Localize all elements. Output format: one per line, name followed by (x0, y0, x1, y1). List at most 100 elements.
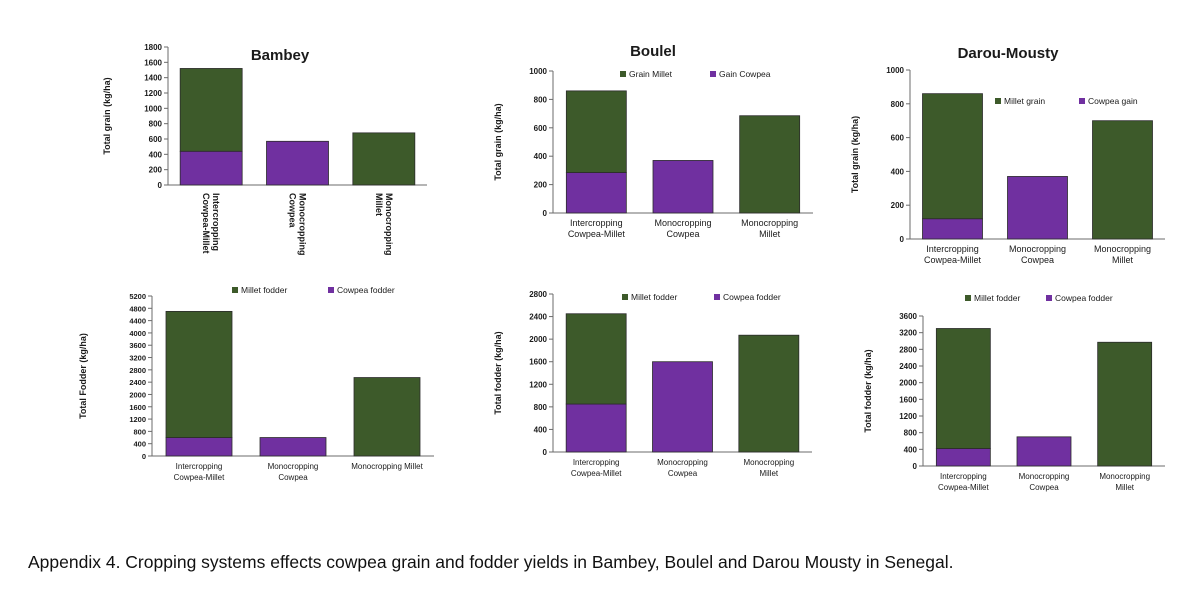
y-tick-label: 200 (891, 201, 905, 210)
y-tick-label: 600 (534, 124, 548, 133)
y-tick-label: 1200 (899, 412, 917, 421)
category-label: Millet (374, 193, 384, 216)
y-tick-label: 400 (534, 425, 548, 434)
category-label: Intercropping (940, 472, 987, 481)
legend-label: Millet grain (1004, 96, 1045, 106)
y-tick-label: 1200 (129, 415, 146, 424)
legend-swatch (620, 71, 626, 77)
legend-label: Millet fodder (974, 293, 1020, 303)
category-label: Monocropping (1099, 472, 1150, 481)
legend-swatch (232, 287, 238, 293)
category-label: Intercropping (211, 193, 221, 251)
y-tick-label: 1800 (144, 43, 162, 52)
y-tick-label: 800 (534, 403, 548, 412)
category-label: Monocropping (384, 193, 394, 256)
figure-caption: Appendix 4. Cropping systems effects cow… (28, 552, 954, 572)
y-axis-label: Total grain (kg/ha) (850, 116, 860, 193)
y-tick-label: 1200 (144, 89, 162, 98)
category-label: Cowpea-Millet (924, 255, 982, 265)
y-tick-label: 1000 (886, 66, 904, 75)
category-label: Intercropping (570, 218, 623, 228)
y-tick-label: 1200 (529, 380, 547, 389)
legend-swatch (328, 287, 334, 293)
category-label: Cowpea-Millet (201, 193, 211, 254)
millet-bar (353, 377, 421, 457)
cowpea-bar (165, 437, 233, 457)
y-axis-label: Total fodder (kg/ha) (493, 331, 503, 414)
category-label: Cowpea (1021, 255, 1054, 265)
cowpea-bar (652, 160, 714, 214)
y-axis-label: Total Fodder (kg/ha) (78, 333, 88, 419)
category-label: Cowpea-Millet (571, 469, 622, 478)
y-tick-label: 2400 (129, 378, 146, 387)
category-label: Intercropping (573, 458, 620, 467)
category-label: Monocropping (654, 218, 711, 228)
category-label: Cowpea (1029, 483, 1059, 492)
darou-mousty-fodder-chart: 0 400 800 1200 1600 2000 2400 2800 3200 3600 Total… (863, 293, 1165, 492)
legend-label: Cowpea gain (1088, 96, 1138, 106)
category-label: Monocropping (741, 218, 798, 228)
millet-bar (565, 90, 627, 173)
millet-bar (1092, 120, 1153, 240)
cowpea-bar (565, 172, 627, 214)
y-tick-label: 2800 (899, 345, 917, 354)
millet-bar (565, 313, 627, 405)
darou-mousty-grain-chart: 0 200 400 600 800 1000 Total grain (kg/ha) Daro… (850, 45, 1165, 265)
y-axis-label: Total grain (kg/ha) (493, 103, 503, 180)
category-label: Millet (1112, 255, 1134, 265)
y-axis-label: Total grain (kg/ha) (102, 77, 112, 154)
y-tick-label: 2000 (899, 379, 917, 388)
y-tick-label: 4400 (129, 317, 146, 326)
y-tick-label: 0 (913, 462, 918, 471)
y-tick-label: 200 (534, 181, 548, 190)
cowpea-bar (259, 437, 327, 457)
y-tick-label: 600 (891, 134, 905, 143)
legend-label: Cowpea fodder (723, 292, 781, 302)
millet-bar (352, 132, 416, 186)
category-label: Cowpea-Millet (174, 473, 225, 482)
y-tick-label: 3200 (129, 354, 146, 363)
category-label: Cowpea (288, 193, 298, 229)
category-label: Monocropping (743, 458, 794, 467)
legend-label: Cowpea fodder (337, 285, 395, 295)
legend-swatch (995, 98, 1001, 104)
y-tick-label: 1600 (129, 403, 146, 412)
millet-bar (1097, 341, 1153, 467)
y-tick-label: 800 (904, 429, 918, 438)
legend-label: Gain Cowpea (719, 69, 771, 79)
y-axis-label: Total fodder (kg/ha) (863, 349, 873, 432)
y-tick-label: 800 (149, 120, 163, 129)
legend-swatch (965, 295, 971, 301)
y-tick-label: 1600 (529, 358, 547, 367)
y-tick-label: 2800 (129, 366, 146, 375)
category-label: Cowpea (278, 473, 308, 482)
y-tick-label: 0 (142, 452, 146, 461)
cowpea-bar (935, 448, 991, 467)
category-label: Monocropping (657, 458, 708, 467)
cowpea-bar (266, 140, 329, 186)
legend-swatch (710, 71, 716, 77)
legend-swatch (714, 294, 720, 300)
bambey-grain-chart: 0 200 400 600 800 1000 1200 1400 1600 1800 Total g… (102, 43, 427, 256)
millet-bar (922, 93, 983, 220)
category-label: Millet (759, 469, 778, 478)
y-tick-label: 2000 (129, 390, 146, 399)
category-label: Monocropping Millet (351, 462, 423, 471)
category-label: Monocropping (1009, 244, 1066, 254)
y-tick-label: 0 (543, 448, 548, 457)
y-tick-label: 4800 (129, 304, 146, 313)
y-tick-label: 5200 (129, 292, 146, 301)
legend-swatch (1079, 98, 1085, 104)
y-tick-label: 3200 (899, 329, 917, 338)
y-tick-label: 1600 (899, 395, 917, 404)
y-tick-label: 1400 (144, 74, 162, 83)
chart-title: Bambey (251, 47, 310, 64)
category-label: Cowpea (666, 229, 699, 239)
y-tick-label: 1000 (529, 67, 547, 76)
y-tick-label: 400 (149, 150, 163, 159)
y-tick-label: 3600 (129, 341, 146, 350)
cowpea-bar (1016, 436, 1072, 467)
y-tick-label: 800 (891, 100, 905, 109)
cowpea-bar (652, 361, 713, 453)
category-label: Cowpea-Millet (568, 229, 626, 239)
